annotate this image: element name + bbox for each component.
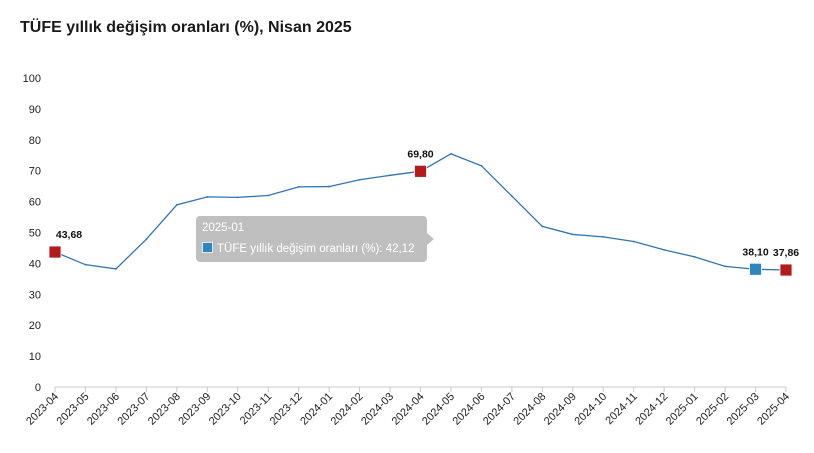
x-tick-label: 2024-03 bbox=[359, 391, 396, 428]
y-tick-label: 30 bbox=[29, 289, 41, 301]
tooltip-value-text: TÜFE yıllık değişim oranları (%): 42,12 bbox=[217, 243, 415, 255]
highlight-marker[interactable] bbox=[749, 262, 762, 276]
data-point[interactable] bbox=[267, 194, 270, 197]
data-point[interactable] bbox=[115, 268, 117, 270]
data-point[interactable] bbox=[602, 235, 605, 238]
data-point[interactable] bbox=[632, 240, 635, 243]
x-tick-label: 2023-07 bbox=[115, 391, 152, 428]
data-point[interactable] bbox=[510, 195, 513, 197]
markers-group[interactable]: 43,68 69,80 38,10 37,86 bbox=[48, 148, 799, 277]
y-tick-label: 80 bbox=[29, 135, 41, 147]
data-point[interactable] bbox=[450, 152, 452, 155]
y-tick-label: 60 bbox=[29, 197, 41, 209]
y-tick-label: 10 bbox=[29, 351, 41, 363]
data-point[interactable] bbox=[724, 265, 726, 268]
y-tick-label: 70 bbox=[29, 166, 41, 178]
data-point[interactable] bbox=[541, 225, 544, 228]
highlight-marker[interactable] bbox=[414, 164, 427, 178]
x-tick-label: 2023-04 bbox=[24, 391, 61, 428]
y-tick-label: 50 bbox=[29, 228, 41, 240]
tooltip-category: 2025-01 bbox=[202, 222, 245, 234]
data-point[interactable] bbox=[84, 263, 87, 266]
series-swatch-icon bbox=[202, 242, 213, 253]
highlight-marker[interactable] bbox=[48, 245, 62, 259]
x-tick-label: 2023-12 bbox=[268, 391, 305, 428]
y-tick-label: 100 bbox=[23, 73, 41, 85]
data-point[interactable] bbox=[206, 195, 209, 198]
data-point[interactable] bbox=[663, 248, 666, 251]
x-tick-label: 2024-02 bbox=[329, 391, 366, 428]
x-tick-label: 2024-09 bbox=[542, 391, 579, 428]
x-axis: 2023-042023-052023-062023-072023-082023-… bbox=[24, 386, 792, 428]
x-tick-label: 2023-09 bbox=[176, 391, 213, 428]
x-tick-label: 2024-07 bbox=[481, 391, 518, 428]
x-tick-label: 2024-06 bbox=[451, 391, 488, 428]
y-tick-label: 40 bbox=[29, 258, 41, 270]
data-point[interactable] bbox=[328, 185, 331, 188]
data-label: 69,80 bbox=[407, 148, 433, 160]
x-tick-label: 2024-08 bbox=[511, 391, 548, 428]
tooltip-row: TÜFE yıllık değişim oranları (%): 42,12 bbox=[202, 242, 414, 255]
data-point[interactable] bbox=[145, 238, 148, 241]
y-tick-label: 20 bbox=[29, 320, 41, 332]
x-tick-label: 2024-05 bbox=[420, 391, 457, 428]
data-point[interactable] bbox=[175, 203, 178, 206]
data-point[interactable] bbox=[693, 255, 696, 258]
x-tick-label: 2025-01 bbox=[664, 391, 701, 428]
x-tick-label: 2025-04 bbox=[755, 391, 792, 428]
x-tick-label: 2023-05 bbox=[55, 391, 92, 428]
chart-tooltip: 2025-01 TÜFE yıllık değişim oranları (%)… bbox=[196, 216, 434, 262]
chart-title: TÜFE yıllık değişim oranları (%), Nisan … bbox=[20, 19, 352, 36]
x-tick-label: 2025-03 bbox=[725, 391, 762, 428]
data-point[interactable] bbox=[389, 174, 391, 177]
data-point[interactable] bbox=[236, 196, 239, 199]
x-tick-label: 2023-06 bbox=[85, 391, 122, 428]
data-point[interactable] bbox=[297, 185, 300, 188]
x-tick-label: 2023-08 bbox=[146, 391, 183, 428]
data-point[interactable] bbox=[358, 178, 361, 181]
data-point[interactable] bbox=[480, 164, 483, 167]
x-tick-label: 2023-10 bbox=[207, 391, 244, 428]
x-tick-label: 2024-01 bbox=[298, 391, 335, 428]
data-point[interactable] bbox=[571, 233, 574, 236]
x-tick-label: 2025-02 bbox=[694, 391, 731, 428]
data-label: 37,86 bbox=[773, 247, 799, 259]
data-label: 43,68 bbox=[56, 229, 82, 241]
x-tick-label: 2024-10 bbox=[572, 391, 609, 428]
y-tick-label: 0 bbox=[35, 382, 41, 394]
x-tick-label: 2024-12 bbox=[633, 391, 670, 428]
highlight-marker[interactable] bbox=[779, 263, 793, 277]
data-label: 38,10 bbox=[742, 246, 768, 258]
x-tick-label: 2024-04 bbox=[390, 391, 427, 428]
y-axis: 0 10 20 30 40 50 60 70 80 90 100 bbox=[23, 73, 41, 394]
y-tick-label: 90 bbox=[29, 104, 41, 116]
